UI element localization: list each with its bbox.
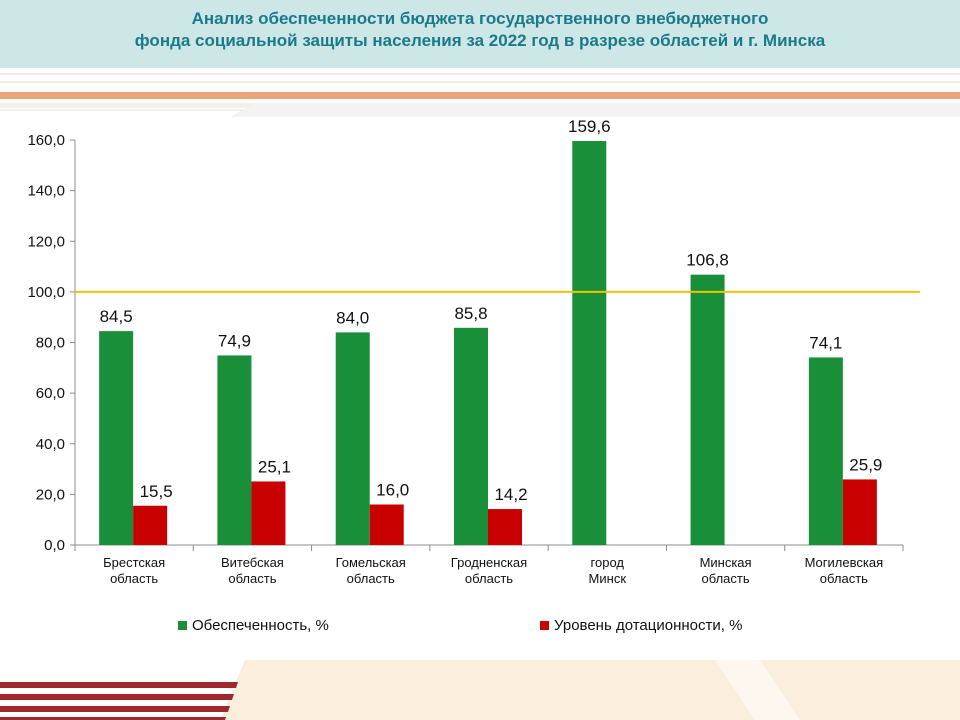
bar-dotatsionnost	[133, 505, 168, 545]
bar-obespechennost	[99, 331, 134, 545]
data-label-obespechennost: 84,5	[100, 307, 133, 326]
data-label-dotatsionnost: 16,0	[376, 481, 409, 500]
data-label-dotatsionnost: 25,1	[258, 457, 291, 476]
x-tick-label: Брестская область	[103, 555, 165, 586]
x-tick-label: Витебская область	[221, 555, 284, 586]
legend-swatch-dotatsionnost	[540, 621, 549, 630]
bars	[99, 141, 877, 545]
legend: Обеспеченность, % Уровень дотационности, …	[178, 617, 742, 634]
y-tick-label: 40,0	[36, 436, 65, 453]
data-label-obespechennost: 74,9	[218, 331, 251, 350]
bar-obespechennost	[217, 355, 252, 545]
bar-obespechennost	[572, 141, 607, 545]
data-label-obespechennost: 159,6	[568, 117, 611, 136]
bottom-decoration	[0, 660, 960, 720]
x-tick-label-line: Минск	[589, 571, 627, 586]
bar-dotatsionnost	[488, 509, 522, 545]
y-tick-label: 60,0	[36, 385, 65, 402]
bar-obespechennost	[335, 332, 370, 545]
x-tick-label-line: Могилевская	[805, 555, 884, 570]
y-tick-label: 80,0	[36, 335, 65, 352]
data-label-dotatsionnost: 15,5	[140, 482, 173, 501]
x-tick-label: Гродненская область	[451, 555, 527, 586]
title-line-2: фонда социальной защиты населения за 202…	[134, 31, 826, 50]
y-tick-label: 140,0	[27, 183, 65, 200]
x-tick-label-line: Витебская	[221, 555, 284, 570]
x-tick-label: Минская область	[700, 555, 752, 586]
beige-band	[220, 660, 960, 720]
x-tick-label-line: область	[110, 571, 158, 586]
top-decoration	[0, 73, 960, 117]
y-tick-label: 20,0	[36, 486, 65, 503]
bar-dotatsionnost	[369, 504, 404, 545]
y-axis: 0,0 20,0 40,0 60,0 80,0 100,0 120,0 140,0 160,0	[27, 132, 76, 554]
x-tick-label-line: область	[820, 571, 868, 586]
bar-dotatsionnost	[842, 479, 877, 545]
bar-obespechennost	[454, 327, 488, 545]
x-tick-label-line: Гродненская	[451, 555, 527, 570]
x-tick-label: Могилевская область	[805, 555, 884, 586]
x-tick-label: Гомельская область	[336, 555, 406, 586]
data-label-dotatsionnost: 25,9	[849, 455, 882, 474]
y-tick-label: 0,0	[44, 537, 65, 554]
data-labels: 84,5 15,5 74,9 25,1 84,0 16,0 85,8 14,2 159,6 106…	[100, 117, 883, 504]
y-tick-label: 100,0	[27, 284, 65, 301]
bar-obespechennost	[808, 357, 843, 545]
x-tick-label-line: область	[465, 571, 513, 586]
title-bar	[0, 0, 960, 68]
data-label-dotatsionnost: 14,2	[494, 485, 527, 504]
x-tick-label: город Минск	[589, 555, 627, 586]
y-tick-label: 160,0	[27, 132, 65, 149]
data-label-obespechennost: 85,8	[454, 304, 487, 323]
x-tick-label-line: Гомельская	[336, 555, 406, 570]
legend-label-obespechennost: Обеспеченность, %	[192, 617, 329, 634]
data-label-obespechennost: 74,1	[809, 333, 842, 352]
y-tick-label: 120,0	[27, 233, 65, 250]
page-title: Анализ обеспеченности бюджета государств…	[0, 8, 960, 52]
bar-obespechennost	[690, 274, 725, 545]
x-tick-label-line: Минская	[700, 555, 752, 570]
data-label-obespechennost: 106,8	[686, 251, 729, 270]
legend-swatch-obespechennost	[178, 621, 187, 630]
x-tick-label-line: область	[702, 571, 750, 586]
orange-stripe	[0, 92, 960, 99]
x-tick-label-line: область	[228, 571, 276, 586]
bar-dotatsionnost	[251, 481, 286, 545]
x-tick-label-line: Брестская	[103, 555, 165, 570]
data-label-obespechennost: 84,0	[336, 308, 369, 327]
x-tick-label-line: область	[347, 571, 395, 586]
title-line-1: Анализ обеспеченности бюджета государств…	[191, 9, 769, 28]
legend-label-dotatsionnost: Уровень дотационности, %	[554, 617, 742, 634]
chart: 0,020,040,060,080,0100,0120,0140,0160,0 …	[27, 117, 920, 634]
x-tick-label-line: город	[591, 555, 625, 570]
